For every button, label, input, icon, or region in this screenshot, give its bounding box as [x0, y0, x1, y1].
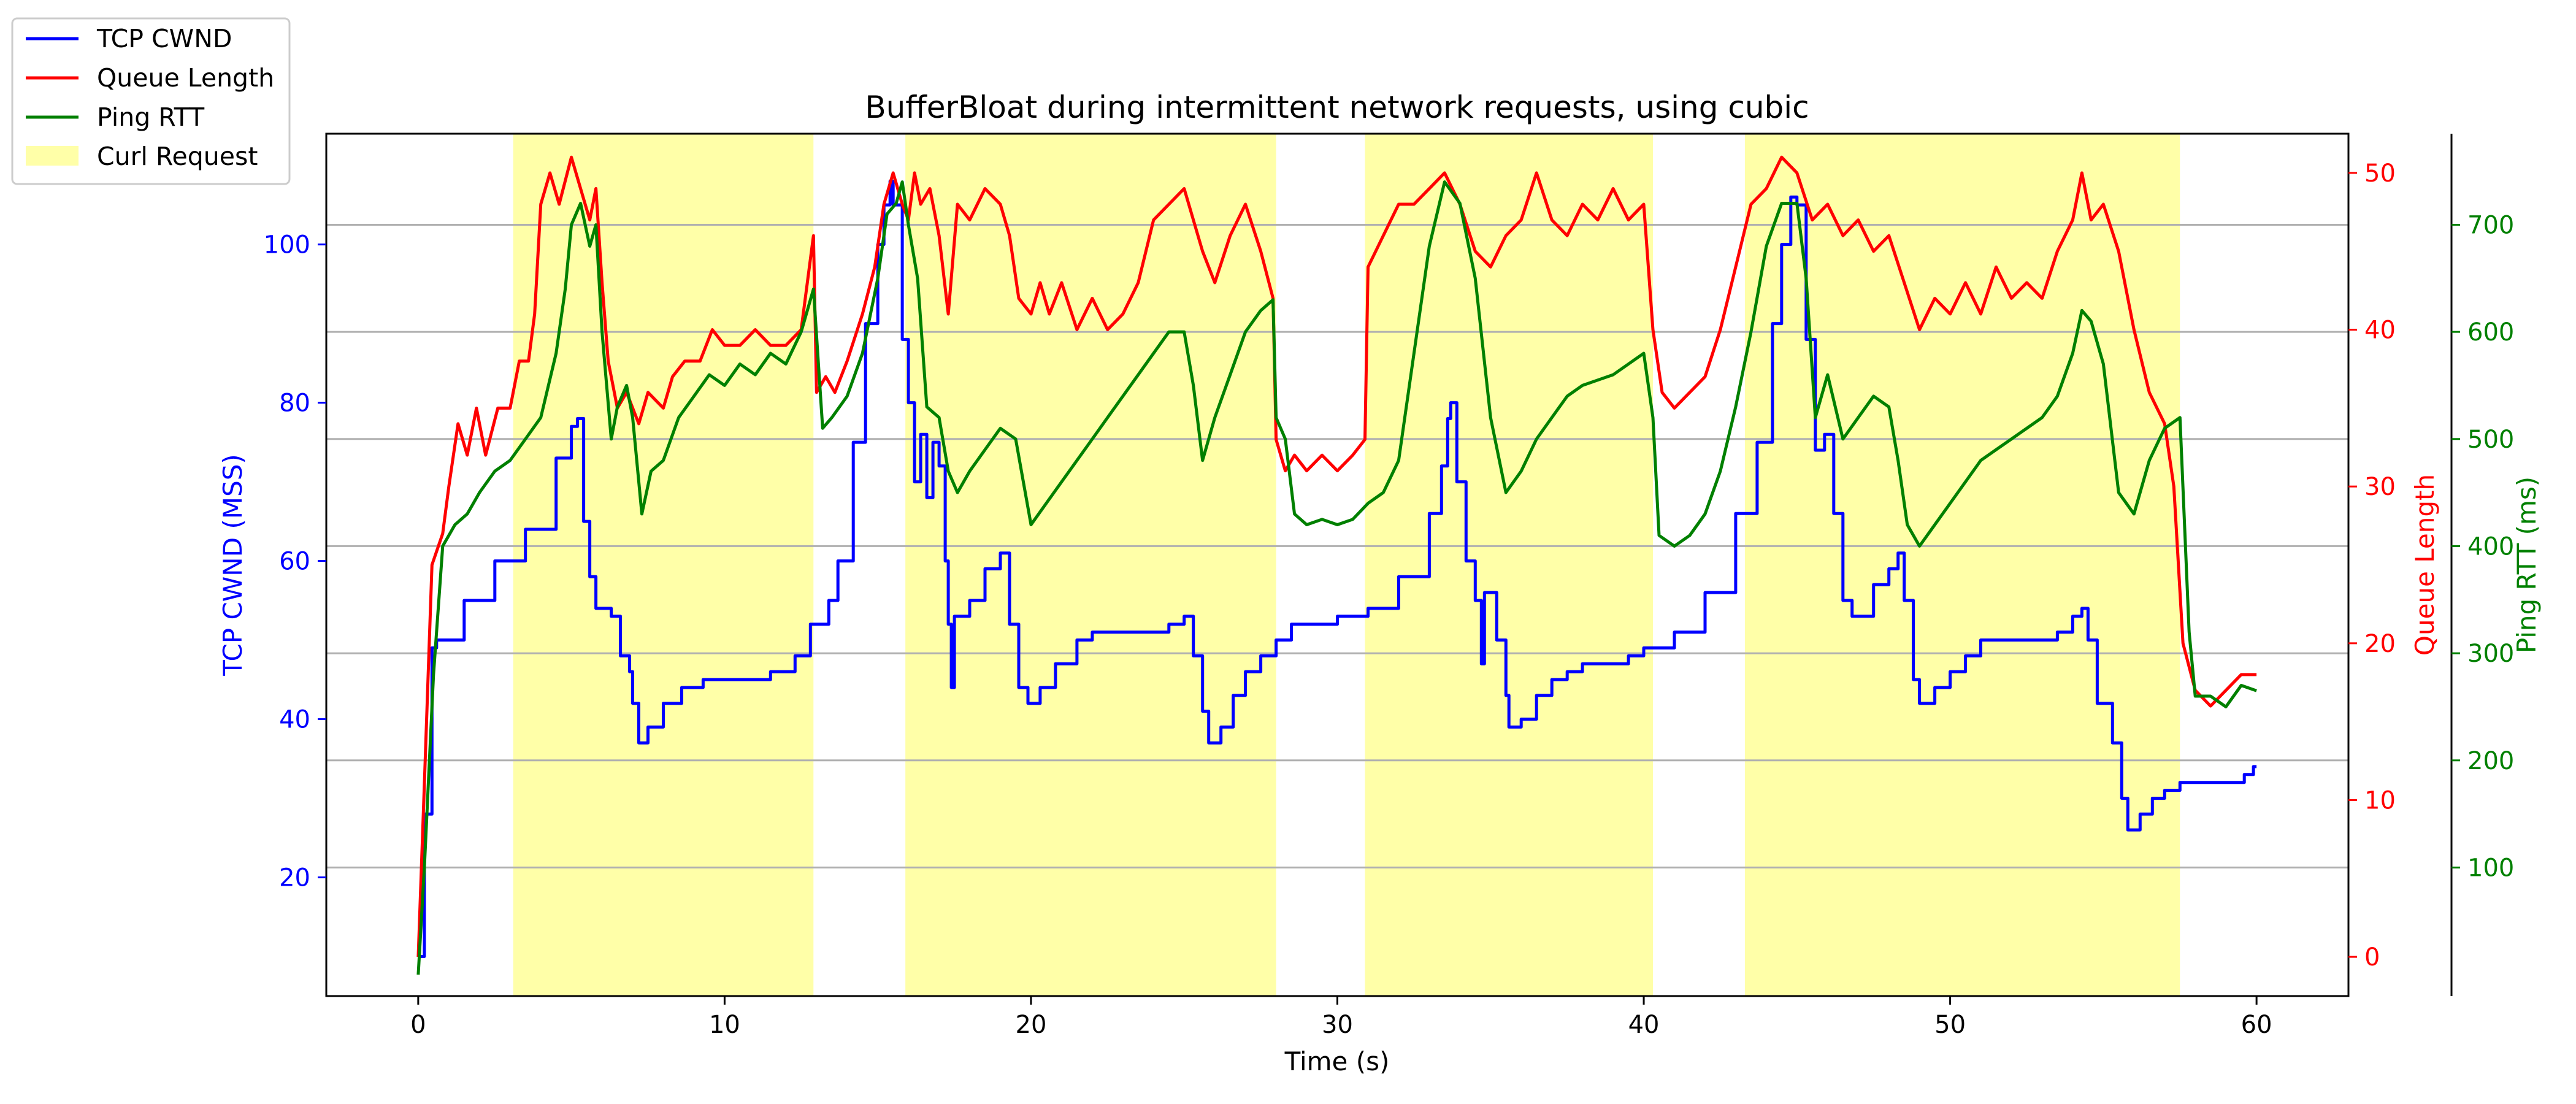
- right-y-tick-label: 0: [2364, 943, 2380, 972]
- x-tick-label: 40: [1628, 1011, 1660, 1039]
- legend-label-ping-rtt: Ping RTT: [97, 102, 205, 132]
- x-tick-label: 10: [709, 1011, 740, 1039]
- outer-right-y-tick-label: 200: [2467, 747, 2514, 775]
- outer-right-axis-label: Ping RTT (ms): [2512, 477, 2542, 653]
- curl-request-region-1: [513, 134, 814, 996]
- x-tick-label: 30: [1322, 1011, 1353, 1039]
- right-y-tick-label: 10: [2364, 786, 2396, 815]
- curl-request-region-4: [1744, 134, 2180, 996]
- series-line-tcp-cwnd: [418, 179, 2257, 958]
- chart-title: BufferBloat during intermittent network …: [865, 90, 1809, 125]
- right-y-tick-label: 20: [2364, 630, 2396, 658]
- horizontal-gridlines: [326, 223, 2348, 868]
- left-y-tick-label: 80: [279, 389, 310, 418]
- legend-swatch-curl-request: [26, 146, 79, 166]
- x-axis-label: Time (s): [1284, 1046, 1390, 1076]
- x-tick-label: 0: [410, 1011, 426, 1039]
- outer-right-y-tick-label: 500: [2467, 426, 2514, 454]
- series-line-ping-rtt: [416, 180, 2257, 975]
- x-tick-label: 50: [1934, 1011, 1966, 1039]
- axis-ticks: 0 10 20 30 40 50 60 20 40 60 80 100 0 10 20 30 40 50 100 20…: [264, 159, 2515, 1039]
- series-line-queue-length: [416, 155, 2257, 957]
- left-axis-label: TCP CWND (MSS): [218, 454, 248, 677]
- outer-right-y-tick-label: 600: [2467, 318, 2514, 347]
- legend-label-curl-request: Curl Request: [97, 142, 258, 171]
- outer-right-y-tick-label: 300: [2467, 640, 2514, 668]
- x-tick-label: 20: [1016, 1011, 1047, 1039]
- legend-box: [11, 17, 291, 185]
- outer-right-y-tick-label: 700: [2467, 211, 2514, 239]
- legend: TCP CWND Queue Length Ping RTT Curl Requ…: [11, 17, 291, 185]
- legend-label-tcp-cwnd: TCP CWND: [96, 24, 232, 53]
- legend-label-queue-length: Queue Length: [97, 63, 274, 93]
- right-axis-label: Queue Length: [2410, 474, 2440, 656]
- right-y-tick-label: 30: [2364, 473, 2396, 501]
- right-y-tick-label: 40: [2364, 316, 2396, 345]
- left-y-tick-label: 100: [264, 231, 310, 259]
- series-lines: [416, 155, 2257, 975]
- outer-right-y-tick-label: 100: [2467, 854, 2514, 882]
- right-y-tick-label: 50: [2364, 159, 2396, 188]
- left-y-tick-label: 60: [279, 548, 310, 576]
- left-y-tick-label: 20: [279, 864, 310, 892]
- left-y-tick-label: 40: [279, 706, 310, 734]
- curl-request-region-3: [1365, 134, 1654, 996]
- outer-right-y-tick-label: 400: [2467, 532, 2514, 561]
- x-tick-label: 60: [2241, 1011, 2272, 1039]
